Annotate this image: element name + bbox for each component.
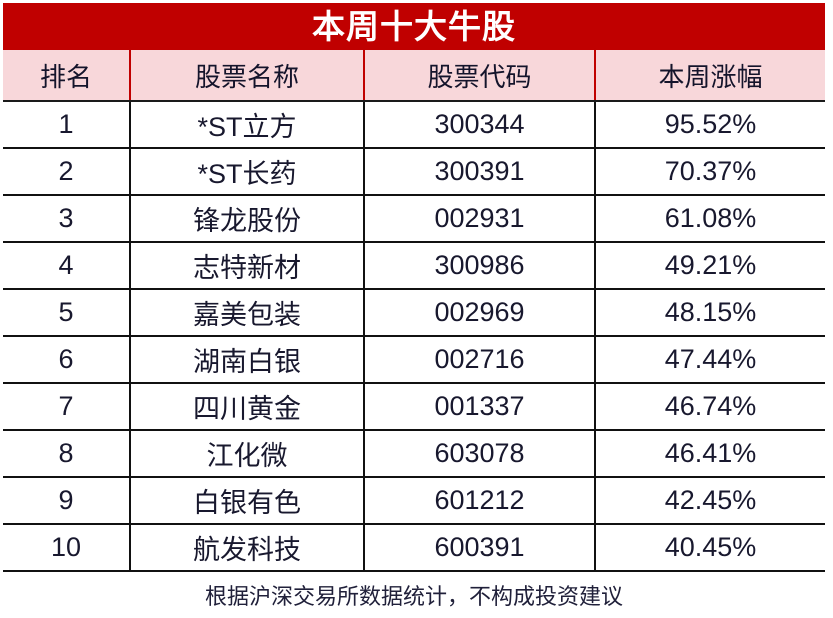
cell-code: 300391 <box>363 148 595 196</box>
cell-change: 48.15% <box>594 289 825 337</box>
cell-rank: 6 <box>3 336 130 384</box>
cell-rank: 7 <box>3 383 130 431</box>
cell-name: 湖南白银 <box>129 336 364 384</box>
table-row: 2 *ST长药 300391 70.37% <box>3 148 825 196</box>
cell-change: 46.74% <box>594 383 825 431</box>
cell-code: 002716 <box>363 336 595 384</box>
column-header-change: 本周涨幅 <box>594 50 825 102</box>
cell-rank: 2 <box>3 148 130 196</box>
cell-name: 嘉美包装 <box>129 289 364 337</box>
cell-code: 603078 <box>363 430 595 478</box>
cell-change: 70.37% <box>594 148 825 196</box>
cell-rank: 9 <box>3 477 130 525</box>
cell-name: *ST长药 <box>129 148 364 196</box>
cell-code: 600391 <box>363 524 595 572</box>
cell-name: 江化微 <box>129 430 364 478</box>
stock-ranking-panel: 本周十大牛股 排名 股票名称 股票代码 本周涨幅 1 *ST立方 300344 … <box>3 3 825 618</box>
top-gainers-table: 本周十大牛股 排名 股票名称 股票代码 本周涨幅 1 *ST立方 300344 … <box>3 3 825 618</box>
cell-name: 锋龙股份 <box>129 195 364 243</box>
table-row: 7 四川黄金 001337 46.74% <box>3 383 825 431</box>
table-row: 10 航发科技 600391 40.45% <box>3 524 825 572</box>
cell-code: 601212 <box>363 477 595 525</box>
table-body: 本周十大牛股 排名 股票名称 股票代码 本周涨幅 1 *ST立方 300344 … <box>3 3 825 618</box>
table-row: 9 白银有色 601212 42.45% <box>3 477 825 525</box>
table-row: 6 湖南白银 002716 47.44% <box>3 336 825 384</box>
cell-rank: 8 <box>3 430 130 478</box>
cell-rank: 10 <box>3 524 130 572</box>
table-header-row: 排名 股票名称 股票代码 本周涨幅 <box>3 50 825 102</box>
cell-change: 61.08% <box>594 195 825 243</box>
cell-code: 300986 <box>363 242 595 290</box>
cell-name: 白银有色 <box>129 477 364 525</box>
column-header-rank: 排名 <box>3 50 131 102</box>
cell-change: 49.21% <box>594 242 825 290</box>
cell-change: 46.41% <box>594 430 825 478</box>
cell-change: 95.52% <box>594 101 825 149</box>
cell-code: 300344 <box>363 101 595 149</box>
cell-name: 航发科技 <box>129 524 364 572</box>
column-header-code: 股票代码 <box>363 50 596 102</box>
cell-name: 四川黄金 <box>129 383 364 431</box>
table-row: 3 锋龙股份 002931 61.08% <box>3 195 825 243</box>
cell-rank: 1 <box>3 101 130 149</box>
cell-rank: 4 <box>3 242 130 290</box>
cell-code: 002969 <box>363 289 595 337</box>
table-row: 8 江化微 603078 46.41% <box>3 430 825 478</box>
cell-change: 47.44% <box>594 336 825 384</box>
cell-rank: 3 <box>3 195 130 243</box>
cell-code: 002931 <box>363 195 595 243</box>
column-header-name: 股票名称 <box>129 50 365 102</box>
table-title-row: 本周十大牛股 <box>3 3 825 50</box>
table-row: 5 嘉美包装 002969 48.15% <box>3 289 825 337</box>
cell-code: 001337 <box>363 383 595 431</box>
cell-name: 志特新材 <box>129 242 364 290</box>
cell-rank: 5 <box>3 289 130 337</box>
page-title: 本周十大牛股 <box>3 3 825 50</box>
disclaimer-note: 根据沪深交易所数据统计，不构成投资建议 <box>3 571 825 618</box>
table-row: 4 志特新材 300986 49.21% <box>3 242 825 290</box>
table-row: 1 *ST立方 300344 95.52% <box>3 101 825 149</box>
cell-name: *ST立方 <box>129 101 364 149</box>
table-footer-row: 根据沪深交易所数据统计，不构成投资建议 <box>3 571 825 618</box>
cell-change: 42.45% <box>594 477 825 525</box>
cell-change: 40.45% <box>594 524 825 572</box>
